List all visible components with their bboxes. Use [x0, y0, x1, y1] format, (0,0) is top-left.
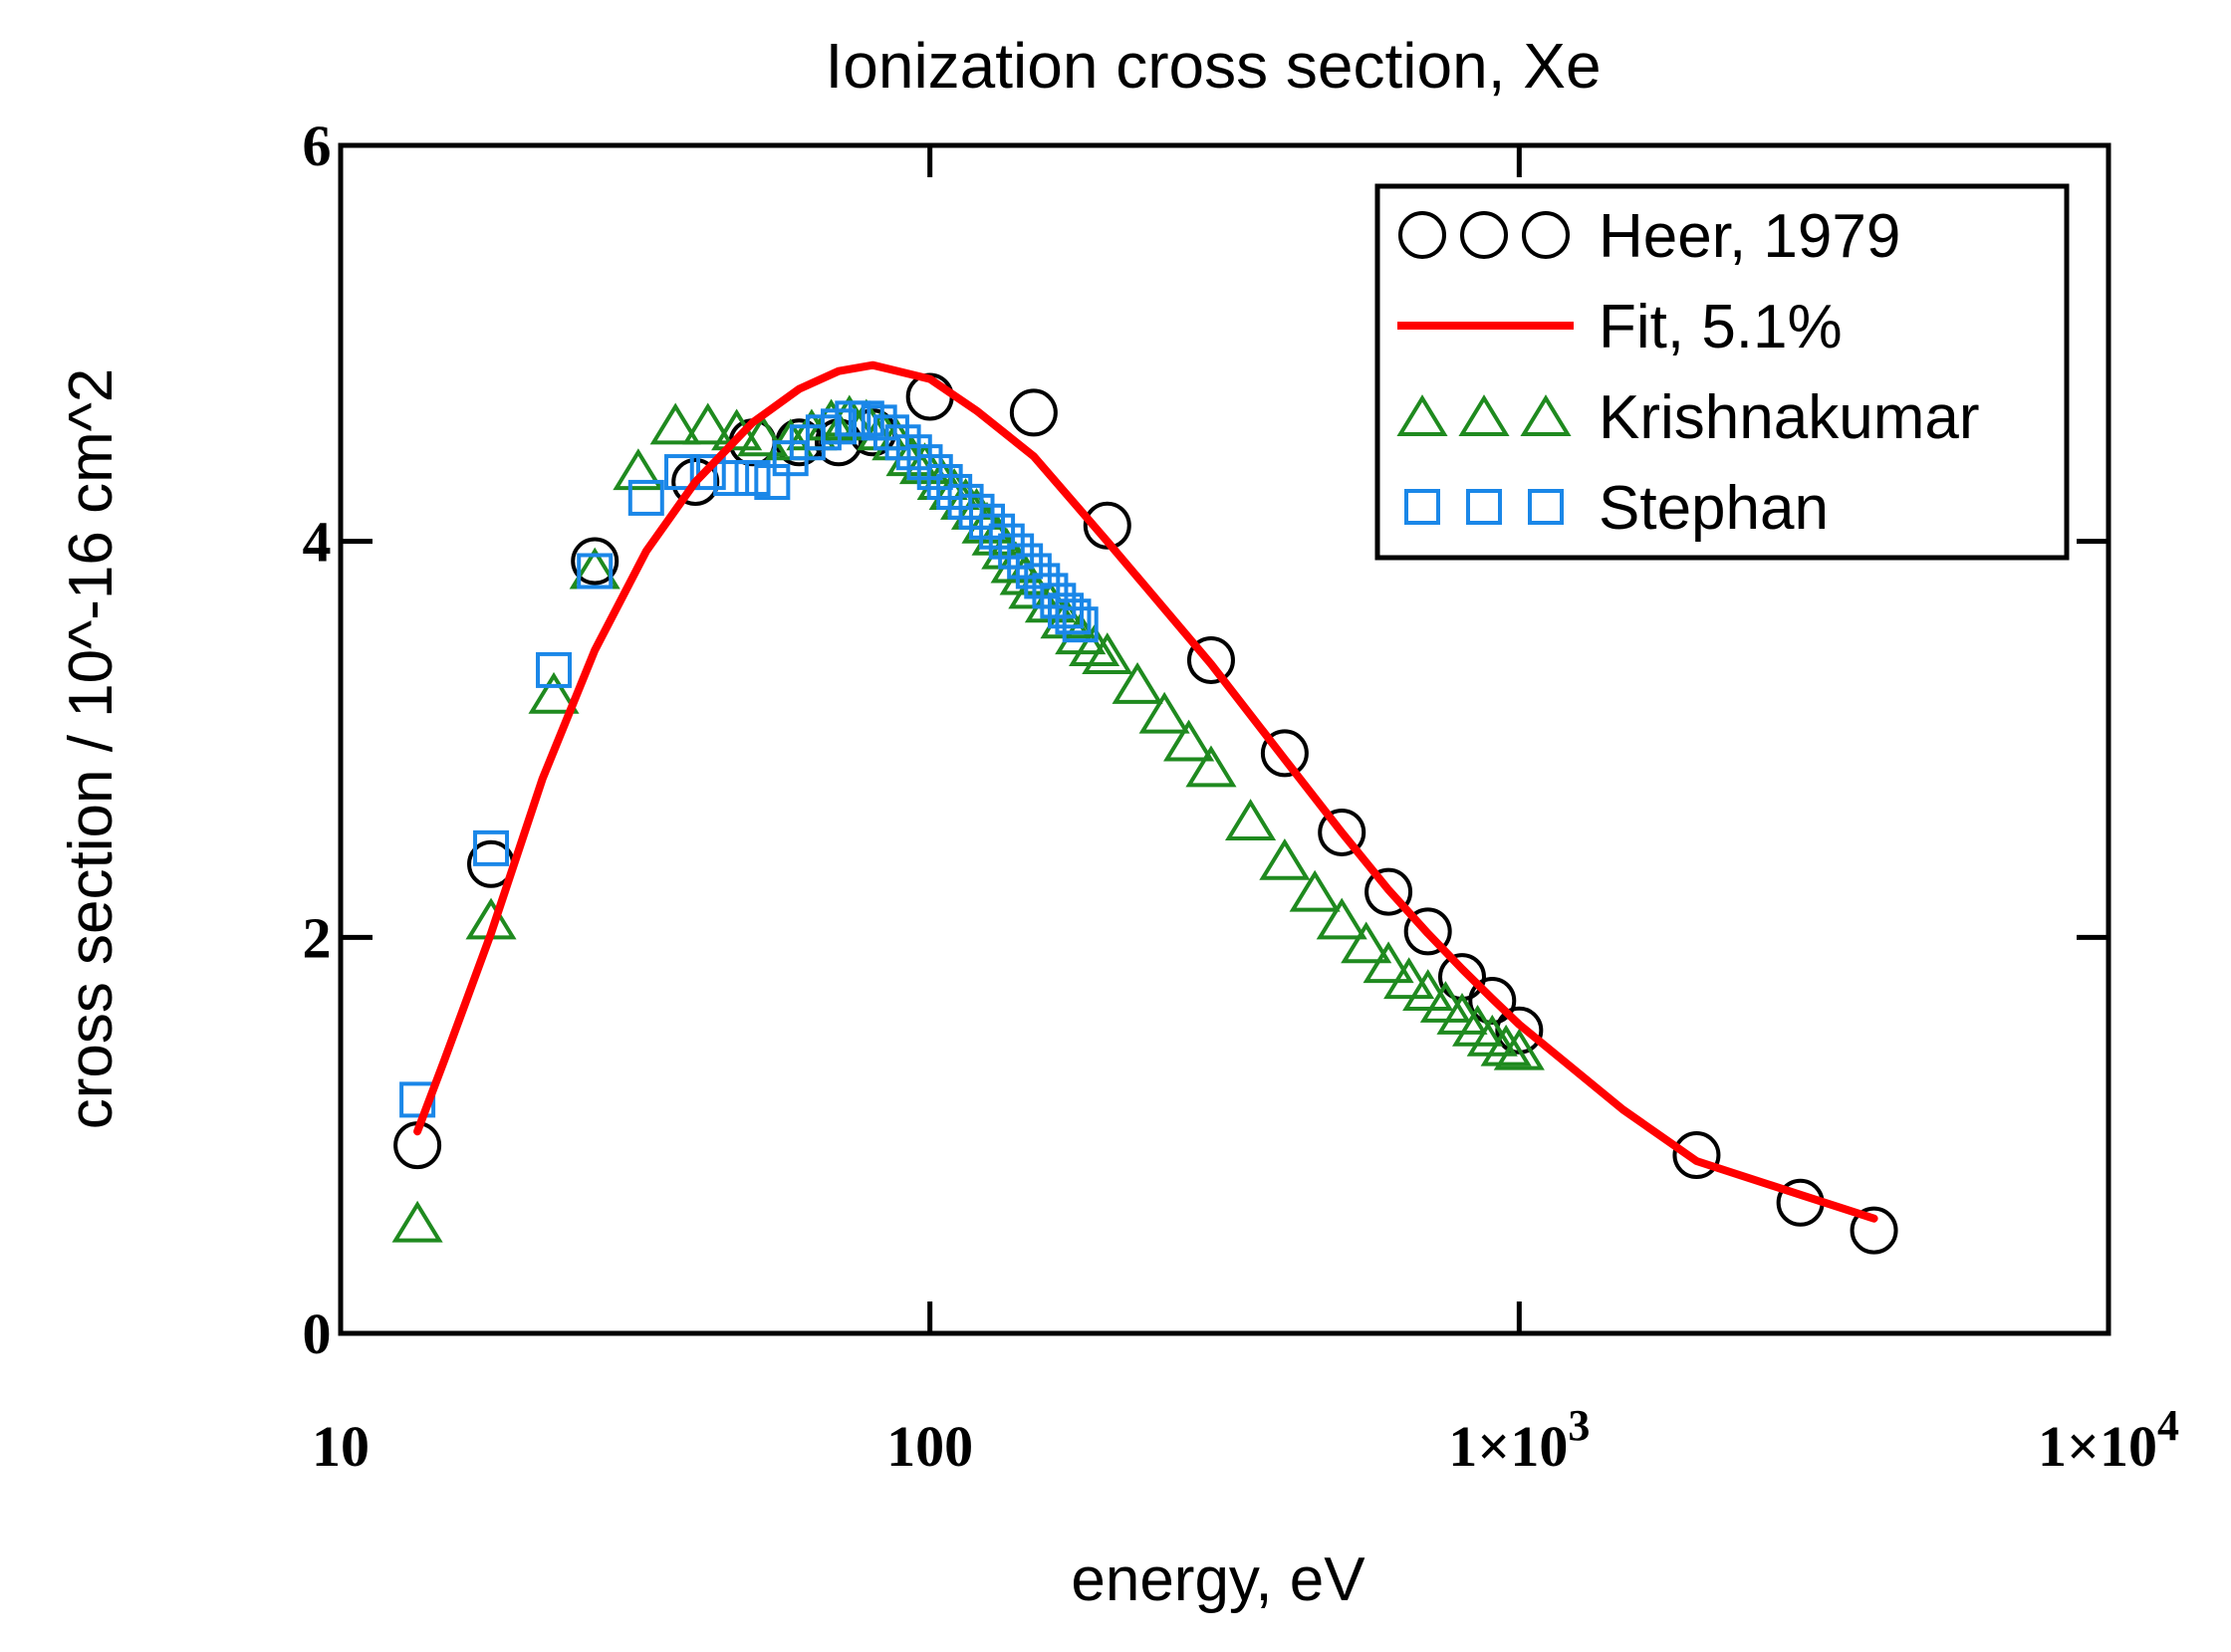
stephan-point	[895, 434, 932, 471]
stephan-point	[969, 503, 1006, 540]
krishnakumar-point	[649, 402, 701, 445]
legend-swatch-heer	[1460, 211, 1508, 259]
heer-point	[571, 537, 620, 586]
stephan-point	[848, 400, 884, 437]
krishnakumar-point	[1341, 921, 1392, 964]
stephan-point	[958, 493, 995, 530]
legend-swatches	[1396, 211, 1574, 525]
x-tick-label: 100	[886, 1414, 973, 1479]
stephan-point	[754, 464, 791, 501]
x-axis-label: energy, eV	[1071, 1545, 1365, 1614]
stephan-point	[577, 553, 614, 590]
heer-point	[1260, 729, 1309, 778]
x-tick-label: 1×103	[1448, 1401, 1590, 1479]
heer-point	[1318, 808, 1366, 856]
series-1	[413, 360, 1878, 1223]
stephan-point	[734, 460, 771, 497]
stephan-point	[536, 651, 573, 688]
krishnakumar-point	[391, 1200, 443, 1243]
krishnakumar-point	[1185, 745, 1237, 788]
heer-point	[1186, 635, 1235, 684]
krishnakumar-point	[1402, 969, 1454, 1012]
krishnakumar-point	[1316, 897, 1367, 940]
krishnakumar-point	[1138, 691, 1190, 734]
stephan-point	[936, 473, 973, 510]
legend-swatch-stephan	[1404, 489, 1440, 525]
krishnakumar-point	[1112, 661, 1163, 704]
legend-label-fit: Fit, 5.1%	[1599, 293, 1843, 361]
stephan-point	[627, 479, 664, 516]
krishnakumar-point	[1289, 869, 1341, 912]
y-tick-label: 0	[303, 1301, 332, 1366]
legend-swatch-krishnakumar	[1520, 394, 1572, 436]
series-2	[391, 394, 1545, 1243]
stephan-point	[926, 464, 963, 501]
heer-point	[1672, 1131, 1721, 1180]
legend-label-stephan: Stephan	[1599, 474, 1829, 543]
krishnakumar-point	[613, 448, 664, 491]
krishnakumar-point	[737, 414, 789, 457]
stephan-point	[872, 414, 909, 451]
series-layer	[391, 360, 1898, 1255]
krishnakumar-point	[1163, 719, 1215, 762]
stephan-point	[664, 454, 701, 491]
x-tick-label: 10	[312, 1414, 370, 1479]
fit-line	[413, 360, 1878, 1223]
krishnakumar-point	[1383, 957, 1435, 1000]
legend-swatch-krishnakumar	[1458, 394, 1510, 436]
heer-point	[1850, 1206, 1898, 1255]
krishnakumar-point	[1363, 941, 1414, 984]
y-tick-label: 4	[303, 510, 332, 575]
plot-frame	[338, 142, 2111, 1336]
stephan-point	[916, 454, 953, 491]
stephan-point	[713, 460, 750, 497]
krishnakumar-point	[1493, 1028, 1545, 1070]
heer-point	[1403, 907, 1452, 956]
stephan-point	[861, 404, 897, 441]
stephan-point	[1062, 606, 1099, 643]
krishnakumar-point	[1225, 799, 1277, 841]
legend-box	[1374, 183, 2070, 561]
legend-label-krishnakumar: Krishnakumar	[1599, 383, 1979, 452]
y-tick-labels: 0 2 4 6	[303, 114, 332, 1366]
y-tick-label: 6	[303, 114, 332, 178]
y-axis-label: cross section / 10^-16 cm^2	[57, 368, 125, 1130]
krishnakumar-point	[1259, 837, 1311, 880]
legend: Heer, 1979 Fit, 5.1% Krishnakumar Stepha…	[1374, 183, 2070, 561]
krishnakumar-point	[682, 402, 734, 445]
stephan-point	[947, 483, 984, 520]
chart-title: Ionization cross section, Xe	[825, 30, 1601, 102]
legend-swatch-krishnakumar	[1396, 394, 1448, 436]
x-tick-label: 1×104	[2038, 1401, 2179, 1479]
legend-swatch-heer	[1522, 211, 1570, 259]
legend-swatch-stephan	[1466, 489, 1502, 525]
stephan-point	[1055, 598, 1092, 635]
krishnakumar-point	[806, 398, 858, 441]
krishnakumar-point	[528, 671, 580, 714]
legend-label-heer: Heer, 1979	[1599, 202, 1900, 271]
heer-point	[1437, 953, 1486, 1002]
heer-point	[671, 458, 720, 507]
stephan-point	[884, 424, 921, 461]
stephan-point	[988, 523, 1025, 560]
krishnakumar-point	[1069, 624, 1120, 667]
stephan-point	[689, 454, 726, 491]
x-tick-labels: 10 100 1×103 1×104	[312, 1401, 2179, 1479]
legend-swatch-stephan	[1528, 489, 1564, 525]
stephan-point	[906, 444, 943, 481]
heer-point	[1364, 867, 1413, 916]
stephan-point	[979, 513, 1016, 550]
y-tick-label: 2	[303, 905, 332, 970]
heer-point	[1009, 388, 1058, 437]
legend-swatch-heer	[1398, 211, 1446, 259]
heer-point	[1468, 976, 1517, 1025]
krishnakumar-point	[1082, 632, 1133, 674]
axis-ticks	[341, 145, 2108, 1333]
series-3	[399, 400, 1099, 1118]
krishnakumar-point	[1480, 1024, 1532, 1066]
stephan-point	[473, 829, 510, 866]
